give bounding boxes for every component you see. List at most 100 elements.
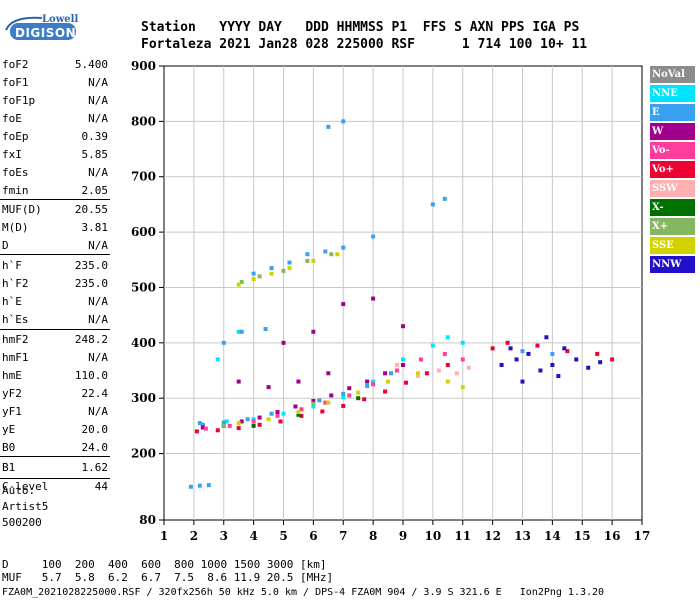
param-name: hmF2: [2, 333, 29, 346]
data-point: [236, 379, 241, 384]
param-row: foEs N/A: [2, 166, 108, 183]
data-point: [415, 374, 420, 379]
param-name: foF1p: [2, 94, 36, 107]
param-name: fxI: [2, 148, 22, 161]
data-point: [538, 368, 543, 373]
data-point: [224, 419, 229, 424]
param-row: yE 20.0: [2, 423, 108, 440]
legend-item: NNW: [650, 256, 695, 273]
param-name: B0: [2, 441, 16, 454]
param-name: yE: [2, 423, 16, 436]
x-tick-label: 13: [514, 529, 531, 543]
param-value: 3.81: [81, 221, 109, 234]
y-tick-label: 700: [131, 170, 156, 184]
x-tick-label: 11: [454, 529, 471, 543]
data-point: [535, 343, 540, 348]
param-row: foF1p N/A: [2, 94, 108, 111]
data-point: [323, 249, 328, 254]
x-tick-label: 4: [249, 529, 257, 543]
data-point: [227, 423, 232, 428]
data-point: [544, 335, 549, 340]
data-point: [257, 415, 262, 420]
param-row: h`F 235.0: [2, 259, 108, 276]
param-row: foF1 N/A: [2, 76, 108, 93]
data-point: [296, 412, 301, 417]
data-point: [490, 346, 495, 351]
data-point: [520, 349, 525, 354]
param-name: foE: [2, 112, 22, 125]
param-value: 5.400: [74, 58, 108, 71]
data-point: [305, 258, 310, 263]
y-tick-label: 600: [131, 225, 156, 239]
data-point: [188, 484, 193, 489]
data-point: [323, 400, 328, 405]
logo-lowell-text: Lowell: [42, 14, 79, 25]
legend-item: NNE: [650, 85, 695, 102]
data-point: [574, 357, 579, 362]
legend-item: W: [650, 123, 695, 140]
legend-item: SSW: [650, 180, 695, 197]
param-value: 248.2: [74, 333, 108, 346]
data-point: [565, 349, 570, 354]
data-point: [275, 410, 280, 415]
data-point: [311, 404, 316, 409]
data-point: [383, 371, 388, 376]
param-row: hmE 110.0: [2, 369, 108, 386]
param-row: hmF1 N/A: [2, 351, 108, 368]
data-point: [317, 398, 322, 403]
data-point: [326, 400, 331, 405]
param-name: D: [2, 239, 9, 252]
param-value: 20.0: [81, 423, 109, 436]
x-tick-label: 5: [279, 529, 287, 543]
param-name: hmE: [2, 369, 22, 382]
data-point: [239, 419, 244, 424]
param-separator: [0, 329, 110, 330]
param-name: h`E: [2, 295, 22, 308]
param-name: h`F: [2, 259, 22, 272]
data-point: [365, 384, 370, 389]
legend-item: E: [650, 104, 695, 121]
data-point: [424, 371, 429, 376]
param-value: 235.0: [74, 259, 108, 272]
data-point: [215, 428, 220, 433]
data-point: [200, 425, 205, 430]
param-value: N/A: [88, 166, 108, 179]
data-point: [263, 326, 268, 331]
data-point: [278, 419, 283, 424]
data-point: [239, 329, 244, 334]
legend-item: X+: [650, 218, 695, 235]
param-value: 5.85: [81, 148, 109, 161]
data-point: [266, 417, 271, 422]
data-point: [371, 379, 376, 384]
param-value: N/A: [88, 313, 108, 326]
data-point: [460, 357, 465, 362]
y-tick-label: 900: [131, 59, 156, 73]
data-point: [415, 371, 420, 376]
data-point: [403, 380, 408, 385]
param-row: MUF(D) 20.55: [2, 203, 108, 220]
autoscaling-version: 500200: [2, 516, 42, 529]
param-separator: [0, 478, 110, 479]
param-row: h`F2 235.0: [2, 277, 108, 294]
param-name: hmF1: [2, 351, 29, 364]
param-value: N/A: [88, 76, 108, 89]
data-point: [341, 395, 346, 400]
param-name: fmin: [2, 184, 29, 197]
param-row: h`Es N/A: [2, 313, 108, 330]
data-point: [329, 393, 334, 398]
data-point: [311, 398, 316, 403]
data-point: [311, 401, 316, 406]
y-tick-label: 80: [139, 513, 156, 527]
data-point: [347, 386, 352, 391]
param-value: N/A: [88, 94, 108, 107]
digisonde-logo: Lowell DIGISONDE: [2, 4, 95, 44]
data-point: [341, 403, 346, 408]
x-tick-label: 7: [339, 529, 347, 543]
legend-item: SSE: [650, 237, 695, 254]
data-point: [356, 396, 361, 401]
data-point: [287, 260, 292, 265]
data-point: [610, 357, 615, 362]
data-point: [445, 335, 450, 340]
data-point: [257, 422, 262, 427]
data-point: [586, 365, 591, 370]
